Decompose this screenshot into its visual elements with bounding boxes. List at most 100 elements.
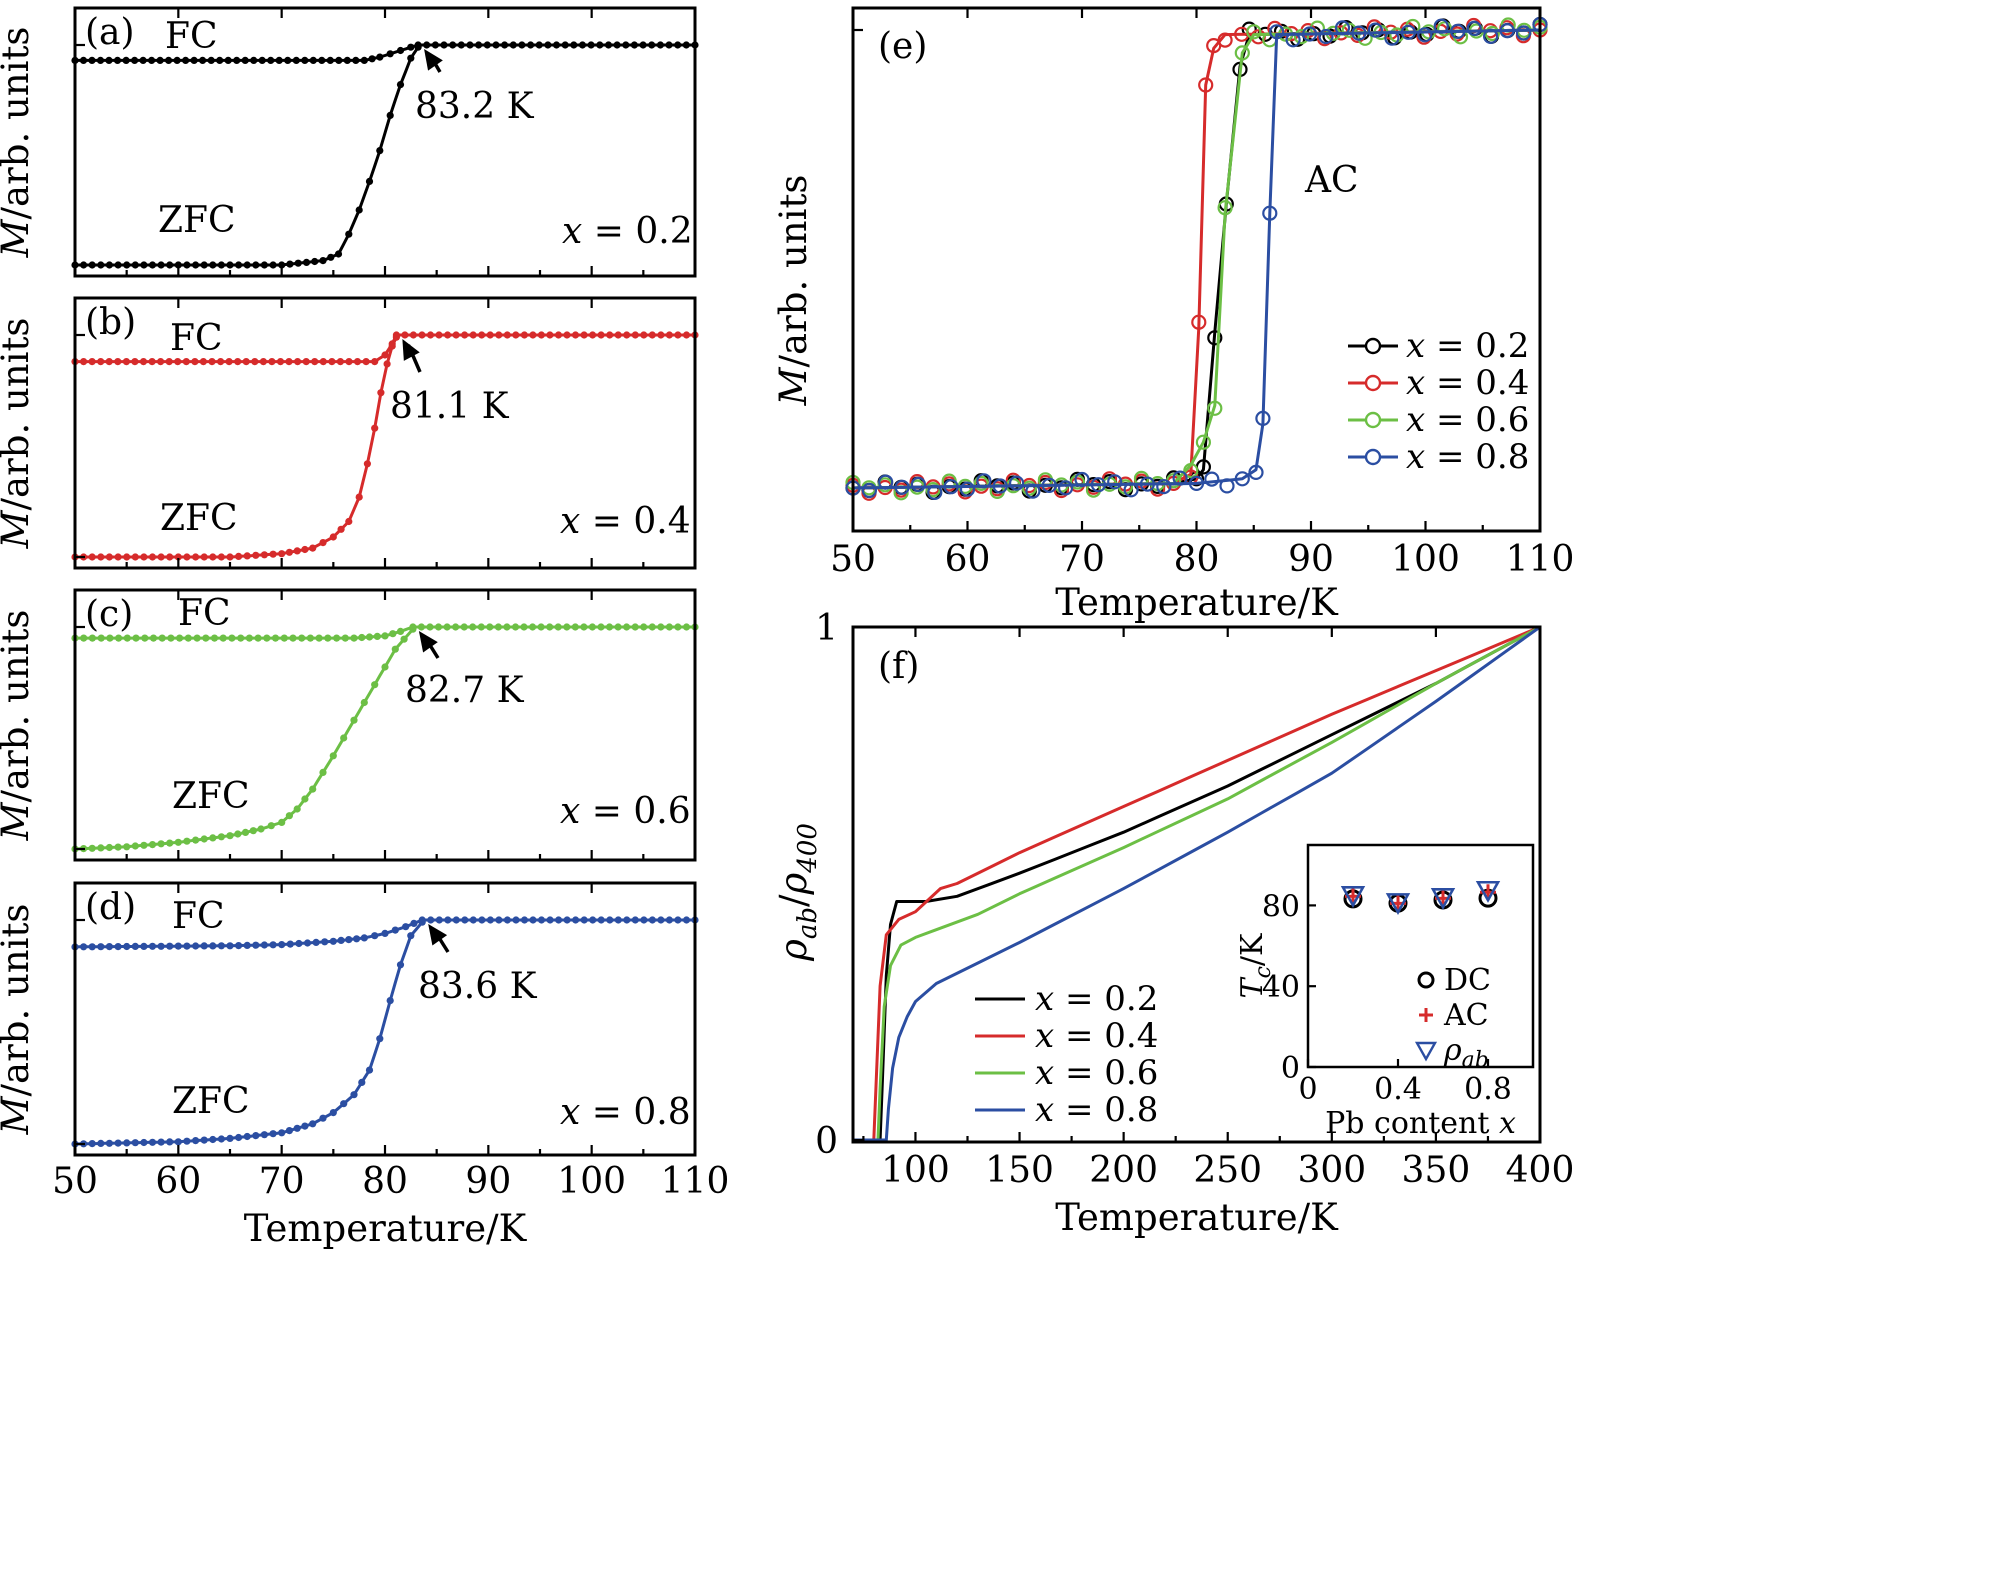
data-point xyxy=(301,56,309,64)
data-point xyxy=(1450,23,1466,39)
data-point xyxy=(298,634,306,642)
data-point xyxy=(260,261,268,269)
data-point xyxy=(268,358,276,366)
data-point xyxy=(386,997,394,1005)
data-point xyxy=(392,333,400,341)
data-point xyxy=(319,539,327,547)
data-point xyxy=(293,1124,301,1132)
data-point xyxy=(278,261,286,269)
data-point xyxy=(115,634,123,642)
x-tick-label: 110 xyxy=(661,1161,730,1202)
data-point xyxy=(388,342,396,350)
data-point xyxy=(509,41,517,49)
x-tick-label: 80 xyxy=(362,1161,408,1202)
data-point xyxy=(460,623,468,631)
legend-label: x = 0.4 xyxy=(1406,363,1529,403)
zfc-label: ZFC xyxy=(158,200,236,241)
data-point xyxy=(381,632,389,640)
tc-label: 83.2 K xyxy=(415,86,535,127)
data-point xyxy=(226,553,234,561)
data-point xyxy=(226,261,234,269)
data-point xyxy=(226,832,234,840)
data-point xyxy=(209,261,217,269)
data-point xyxy=(561,41,569,49)
x-tick-label: 400 xyxy=(1506,1150,1575,1191)
data-point xyxy=(407,43,415,51)
data-point xyxy=(648,331,656,339)
data-point xyxy=(431,41,439,49)
panel-label: (f) xyxy=(878,646,919,687)
data-point xyxy=(1207,400,1223,416)
data-point xyxy=(1183,463,1199,479)
tc-arrowhead xyxy=(418,631,438,653)
data-point xyxy=(466,41,474,49)
data-point xyxy=(183,553,191,561)
data-point xyxy=(183,1137,191,1145)
data-point xyxy=(682,623,691,631)
data-point xyxy=(423,41,431,49)
data-point xyxy=(511,623,520,631)
series-line xyxy=(853,625,1541,1142)
data-point xyxy=(648,623,656,631)
data-point xyxy=(461,916,469,924)
data-point xyxy=(665,916,674,924)
data-point xyxy=(285,358,293,366)
x-tick-label: 70 xyxy=(1059,539,1105,580)
data-point xyxy=(350,634,358,642)
composition-label: x = 0.8 xyxy=(560,1092,691,1133)
legend-marker xyxy=(1364,374,1382,392)
data-point xyxy=(140,553,148,561)
data-point xyxy=(578,41,587,49)
x-tick-label: 150 xyxy=(985,1150,1054,1191)
data-point xyxy=(597,623,605,631)
x-tick-label: 90 xyxy=(1288,539,1334,580)
data-point xyxy=(209,1135,217,1144)
data-point xyxy=(492,41,500,49)
data-point xyxy=(1188,475,1205,491)
data-point xyxy=(123,634,131,642)
data-point xyxy=(286,940,294,948)
data-point xyxy=(501,41,509,49)
data-point xyxy=(114,261,122,269)
data-point xyxy=(149,634,158,642)
data-point xyxy=(148,358,156,366)
data-point xyxy=(623,623,631,631)
data-point xyxy=(182,358,190,366)
data-point xyxy=(589,331,597,339)
data-point xyxy=(546,623,554,631)
data-point xyxy=(157,553,165,561)
data-point xyxy=(97,358,105,366)
data-point xyxy=(267,56,275,64)
x-axis-label: Temperature/K xyxy=(1055,1196,1339,1239)
data-point xyxy=(319,257,327,265)
x-tick-label: 250 xyxy=(1193,1150,1262,1191)
data-point xyxy=(368,55,376,63)
data-point xyxy=(353,935,361,943)
data-point xyxy=(318,56,326,64)
data-point xyxy=(292,56,300,64)
data-point xyxy=(1207,330,1223,346)
data-point xyxy=(1400,24,1416,40)
panel-d: (d) FC ZFC x = 0.8 83.6 K M/arb. units 50 60 70 8… xyxy=(0,881,730,1250)
data-point xyxy=(199,56,207,64)
data-point xyxy=(192,553,200,561)
legend-label: x = 0.8 xyxy=(1035,1090,1158,1130)
data-point xyxy=(97,261,105,269)
x-tick-label: 70 xyxy=(259,1161,305,1202)
data-point xyxy=(1367,22,1384,38)
data-point xyxy=(1025,483,1041,499)
x-tick-label: 60 xyxy=(945,539,991,580)
data-point xyxy=(1195,434,1212,450)
data-point xyxy=(184,634,192,642)
data-point xyxy=(208,358,216,366)
data-point xyxy=(123,553,131,561)
data-point xyxy=(391,645,399,653)
data-point xyxy=(174,553,182,561)
data-point xyxy=(97,1139,105,1147)
data-point xyxy=(157,1138,165,1146)
data-point xyxy=(648,916,657,924)
series-line xyxy=(853,625,1541,1142)
data-point xyxy=(623,916,631,924)
data-point xyxy=(209,553,217,561)
data-point xyxy=(452,331,460,339)
